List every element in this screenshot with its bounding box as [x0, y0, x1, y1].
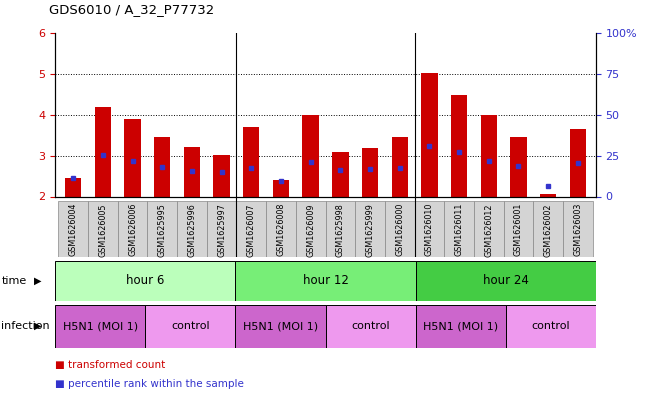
Text: GSM1626000: GSM1626000: [395, 203, 404, 256]
Bar: [236, 305, 326, 348]
Bar: [55, 261, 236, 301]
Text: control: control: [531, 321, 570, 331]
Bar: [504, 201, 533, 257]
Text: ▶: ▶: [34, 321, 42, 331]
Text: GSM1626004: GSM1626004: [68, 203, 77, 256]
Text: H5N1 (MOI 1): H5N1 (MOI 1): [243, 321, 318, 331]
Text: control: control: [352, 321, 390, 331]
Text: GSM1625997: GSM1625997: [217, 203, 226, 257]
Text: GSM1626002: GSM1626002: [544, 203, 553, 257]
Text: GSM1626011: GSM1626011: [454, 203, 464, 256]
Text: control: control: [171, 321, 210, 331]
Bar: [88, 201, 118, 257]
Bar: [184, 147, 200, 196]
Bar: [506, 305, 596, 348]
Text: GSM1626003: GSM1626003: [574, 203, 583, 256]
Bar: [563, 201, 592, 257]
Bar: [474, 201, 504, 257]
Text: GSM1626008: GSM1626008: [277, 203, 286, 256]
Bar: [65, 178, 81, 196]
Bar: [332, 152, 348, 196]
Bar: [415, 201, 444, 257]
Text: GSM1626007: GSM1626007: [247, 203, 256, 257]
Bar: [154, 138, 171, 196]
Bar: [444, 201, 474, 257]
Bar: [273, 180, 289, 196]
Bar: [147, 201, 177, 257]
Bar: [533, 201, 563, 257]
Text: ■ transformed count: ■ transformed count: [55, 360, 165, 371]
Bar: [415, 261, 596, 301]
Bar: [415, 305, 506, 348]
Bar: [177, 201, 207, 257]
Text: GSM1626001: GSM1626001: [514, 203, 523, 256]
Text: GSM1625999: GSM1625999: [365, 203, 374, 257]
Bar: [540, 195, 557, 196]
Text: hour 12: hour 12: [303, 274, 348, 288]
Bar: [326, 201, 355, 257]
Text: GDS6010 / A_32_P77732: GDS6010 / A_32_P77732: [49, 3, 214, 16]
Bar: [421, 73, 437, 196]
Text: H5N1 (MOI 1): H5N1 (MOI 1): [62, 321, 138, 331]
Bar: [451, 95, 467, 196]
Bar: [124, 119, 141, 196]
Text: infection: infection: [1, 321, 50, 331]
Bar: [243, 127, 260, 196]
Bar: [94, 107, 111, 196]
Bar: [214, 155, 230, 196]
Bar: [118, 201, 147, 257]
Bar: [326, 305, 415, 348]
Bar: [207, 201, 236, 257]
Text: GSM1625995: GSM1625995: [158, 203, 167, 257]
Text: ■ percentile rank within the sample: ■ percentile rank within the sample: [55, 379, 244, 389]
Bar: [385, 201, 415, 257]
Text: hour 24: hour 24: [482, 274, 529, 288]
Bar: [266, 201, 296, 257]
Text: time: time: [1, 276, 27, 286]
Bar: [362, 147, 378, 196]
Bar: [145, 305, 236, 348]
Text: ▶: ▶: [34, 276, 42, 286]
Text: GSM1626006: GSM1626006: [128, 203, 137, 256]
Text: GSM1625996: GSM1625996: [187, 203, 197, 257]
Text: hour 6: hour 6: [126, 274, 165, 288]
Bar: [480, 115, 497, 196]
Text: GSM1626005: GSM1626005: [98, 203, 107, 257]
Text: H5N1 (MOI 1): H5N1 (MOI 1): [423, 321, 498, 331]
Bar: [355, 201, 385, 257]
Bar: [236, 201, 266, 257]
Text: GSM1625998: GSM1625998: [336, 203, 345, 257]
Bar: [510, 138, 527, 196]
Bar: [296, 201, 326, 257]
Text: GSM1626012: GSM1626012: [484, 203, 493, 257]
Bar: [236, 261, 415, 301]
Bar: [570, 129, 586, 196]
Text: GSM1626010: GSM1626010: [425, 203, 434, 256]
Bar: [59, 201, 88, 257]
Bar: [391, 138, 408, 196]
Text: GSM1626009: GSM1626009: [306, 203, 315, 257]
Bar: [303, 115, 319, 196]
Bar: [55, 305, 145, 348]
